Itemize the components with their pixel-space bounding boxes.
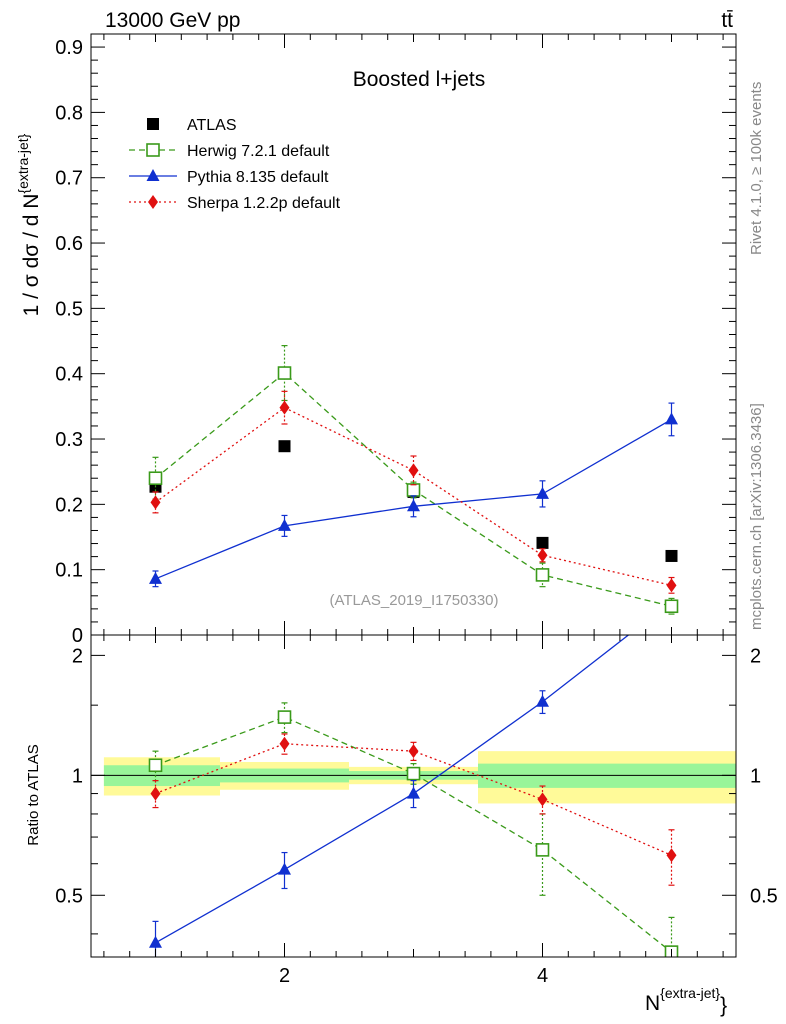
plot-title: Boosted l+jets — [353, 68, 486, 91]
top-ytick-label: 0.1 — [55, 560, 83, 582]
top-herwig-point — [148, 471, 163, 486]
xtick-label: 4 — [537, 965, 548, 987]
top-ylabel: 1 / σ dσ / d N{extra-jet} — [15, 133, 43, 316]
bottom-ytick-label: 2 — [72, 645, 83, 667]
top-sherpa-point — [279, 400, 290, 415]
rivet-side-text: Rivet 4.1.0, ≥ 100k events — [748, 82, 765, 255]
top-ytick-label: 0 — [72, 625, 83, 647]
xtick-label: 2 — [279, 965, 290, 987]
axis-ticks: 0 0.1 0.2 0.3 0.4 0.5 0.6 0.7 0.8 0.9 2 4 0.5 0.5 1 1 2 2 — [55, 34, 778, 987]
top-ytick-label: 0.7 — [55, 168, 83, 190]
top-ytick-label: 0.3 — [55, 429, 83, 451]
ratio-sherpa-point — [666, 848, 677, 863]
mcplots-side-text: mcplots.cern.ch [arXiv:1306.3436] — [748, 403, 765, 630]
ratio-series-layer — [148, 635, 679, 957]
ratio-pythia-point — [149, 935, 162, 948]
legend-sherpa-marker — [148, 195, 158, 209]
top-ytick-label: 0.5 — [55, 298, 83, 320]
ratio-herwig-point — [148, 758, 163, 773]
top-herwig-point — [406, 483, 421, 497]
ratio-pythia-point — [407, 786, 420, 799]
top-ylabel-sup: {extra-jet} — [15, 133, 31, 193]
header-right: tt̄ — [721, 9, 733, 32]
top-ylabel-main: 1 / σ dσ / d N — [20, 194, 43, 317]
top-herwig-point — [664, 599, 679, 614]
top-sherpa-point — [666, 578, 677, 593]
ratio-sherpa-point — [408, 744, 419, 759]
top-sherpa-point — [537, 548, 548, 563]
top-series-layer — [148, 345, 679, 615]
legend-herwig-marker — [146, 143, 160, 157]
legend-herwig-label: Herwig 7.2.1 default — [187, 143, 330, 160]
xlabel-sup: {extra-jet} — [660, 985, 720, 1001]
top-sherpa-point — [408, 463, 419, 478]
ratio-herwig-line — [155, 716, 672, 953]
ratio-herwig-point — [406, 766, 421, 781]
xlabel: N{extra-jet}} — [645, 985, 727, 1017]
bottom-ytick-label-right: 0.5 — [750, 885, 778, 907]
header-left: 13000 GeV pp — [105, 9, 240, 32]
legend-pythia-label: Pythia 8.135 default — [187, 169, 329, 186]
top-sherpa-line — [155, 406, 672, 586]
ratio-sherpa-point — [279, 736, 290, 751]
top-pythia-point — [407, 499, 420, 512]
bottom-ytick-label: 1 — [72, 765, 83, 787]
top-ytick-label: 0.2 — [55, 494, 83, 516]
legend: ATLAS Herwig 7.2.1 default Pythia 8.135 de… — [129, 117, 341, 212]
top-pythia-point — [665, 412, 678, 425]
ratio-pythia-point — [536, 694, 549, 707]
legend-pythia-marker — [146, 169, 160, 181]
top-ytick-label: 0.4 — [55, 364, 83, 386]
top-atlas-point — [536, 536, 549, 549]
ratio-herwig-point — [277, 710, 292, 724]
xlabel-main: N — [645, 992, 660, 1015]
top-sherpa-point — [150, 495, 161, 510]
ratio-sherpa-point — [150, 786, 161, 801]
legend-atlas-marker — [147, 118, 159, 130]
bottom-ytick-label-right: 2 — [750, 645, 761, 667]
ratio-sherpa-point — [537, 792, 548, 807]
bottom-ylabel: Ratio to ATLAS — [25, 744, 42, 845]
bottom-ytick-label-right: 1 — [750, 765, 761, 787]
top-herwig-point — [535, 568, 550, 582]
top-ytick-label: 0.9 — [55, 37, 83, 59]
bottom-ytick-label: 0.5 — [55, 885, 83, 907]
top-atlas-point — [665, 549, 678, 562]
ratio-pythia-point — [278, 862, 291, 875]
top-pythia-point — [536, 486, 549, 499]
top-herwig-point — [277, 366, 292, 380]
top-atlas-point — [278, 440, 291, 453]
legend-sherpa-label: Sherpa 1.2.2p default — [187, 195, 341, 212]
top-ytick-label: 0.6 — [55, 233, 83, 255]
top-pythia-point — [149, 571, 162, 584]
watermark: (ATLAS_2019_I1750330) — [329, 592, 498, 609]
top-ytick-label: 0.8 — [55, 102, 83, 124]
top-pythia-point — [278, 518, 291, 531]
xlabel-brace: } — [720, 994, 727, 1017]
legend-atlas-label: ATLAS — [187, 117, 237, 134]
ratio-herwig-point — [535, 843, 550, 857]
